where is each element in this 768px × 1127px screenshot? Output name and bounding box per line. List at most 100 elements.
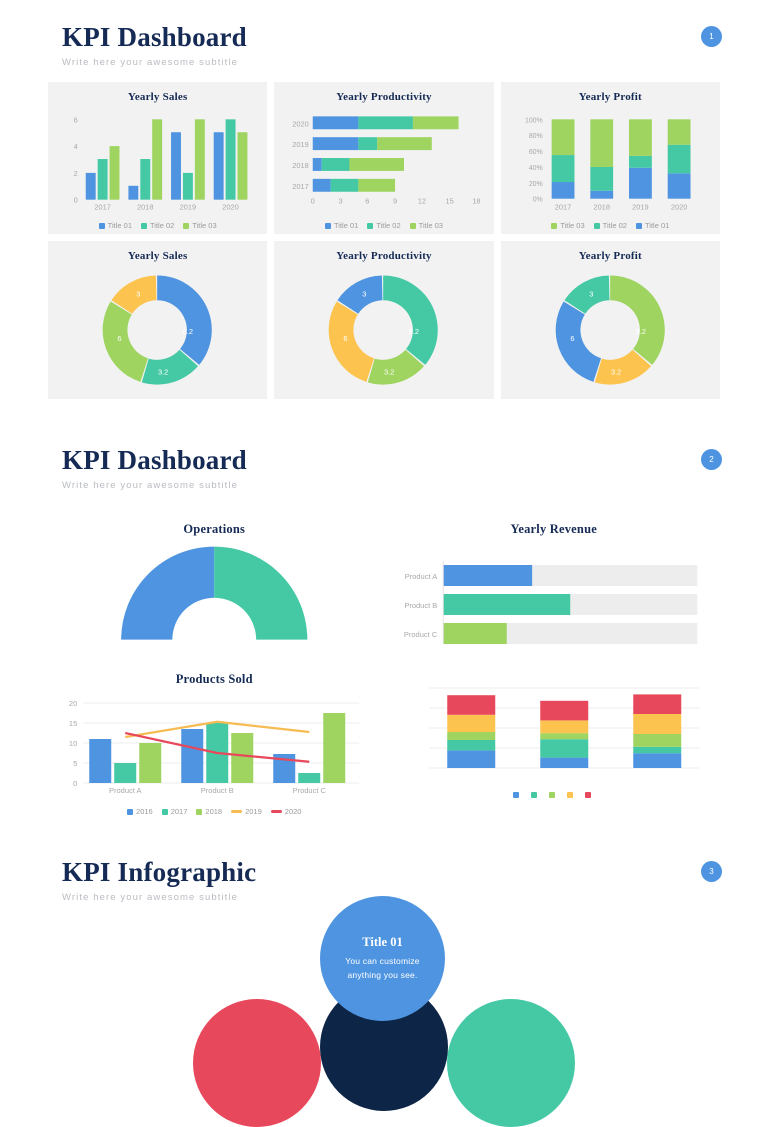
bar-segment bbox=[551, 155, 575, 183]
bar-segment bbox=[446, 750, 495, 769]
x-tick: 18 bbox=[473, 197, 481, 206]
chart-legend: Title 01 Title 02 Title 03 bbox=[56, 221, 259, 230]
legend-item[interactable] bbox=[549, 792, 558, 799]
panel-yearly-sales-bar: Yearly Sales 6 4 2 0 bbox=[48, 82, 268, 235]
page-subtitle: Write here your awesome subtitle bbox=[62, 892, 239, 904]
bar-segment bbox=[632, 714, 681, 735]
bar-segment bbox=[539, 739, 588, 758]
bar bbox=[298, 773, 321, 784]
yearly-sales-donut-chart: 8.2 3.2 6 3 bbox=[102, 275, 212, 385]
chart-legend bbox=[396, 792, 713, 799]
bar-segment bbox=[539, 757, 588, 769]
bar-segment bbox=[313, 116, 359, 130]
legend-label: Title 02 bbox=[602, 221, 627, 231]
legend-item[interactable]: 2016 bbox=[127, 807, 153, 816]
bar-segment bbox=[446, 714, 495, 733]
bar bbox=[442, 565, 532, 587]
y-tick: 60% bbox=[528, 149, 542, 156]
slice-label: 6 bbox=[117, 334, 121, 343]
legend-item[interactable]: 2017 bbox=[161, 807, 187, 816]
legend-item[interactable]: Title 02 bbox=[593, 221, 627, 231]
yearly-profit-bar-chart: 100% 80% 60% 40% 20% 0% bbox=[525, 117, 691, 212]
bar-segment bbox=[632, 753, 681, 769]
yearly-sales-bar-chart: 6 4 2 0 2017 201 bbox=[74, 115, 248, 212]
legend-item[interactable]: Title 01 bbox=[98, 221, 132, 230]
y-tick: Product B bbox=[404, 601, 437, 610]
legend-item[interactable]: Title 02 bbox=[141, 221, 174, 230]
legend-swatch-icon bbox=[141, 222, 147, 229]
legend-item[interactable]: Title 03 bbox=[183, 221, 217, 230]
donut-slice bbox=[368, 349, 425, 385]
legend-swatch-icon bbox=[513, 792, 520, 799]
legend-item[interactable]: 2020 bbox=[270, 807, 301, 816]
bar-segment bbox=[667, 173, 691, 199]
legend-item[interactable]: 2019 bbox=[231, 807, 262, 816]
bar-segment bbox=[358, 137, 378, 151]
panel-yearly-productivity-donut: Yearly Productivity 8.2 3.2 6 3 bbox=[274, 241, 494, 400]
bar-segment bbox=[628, 119, 652, 156]
bar bbox=[97, 159, 108, 200]
products-sold-chart bbox=[428, 687, 699, 769]
legend-item[interactable] bbox=[567, 792, 576, 799]
legend-item[interactable]: Title 02 bbox=[367, 221, 401, 231]
donut-slice bbox=[102, 301, 149, 382]
bar-segment bbox=[551, 119, 575, 156]
donut-slice bbox=[141, 349, 199, 385]
page-badge-1[interactable]: 1 bbox=[701, 26, 722, 47]
charts-row-gauge-adverts: Operations Yearly Revenue Product A Prod… bbox=[0, 513, 768, 645]
page-title: KPI Dashboard bbox=[62, 22, 247, 52]
legend-item[interactable] bbox=[513, 792, 522, 799]
x-tick: 2020 bbox=[670, 203, 687, 212]
y-tick: 0% bbox=[532, 197, 542, 204]
section-header: KPI Dashboard Write here your awesome su… bbox=[0, 22, 768, 68]
section-infographic: KPI Infographic Write here your awesome … bbox=[0, 813, 768, 1127]
legend-swatch-icon bbox=[196, 808, 203, 815]
legend-label: 2019 bbox=[245, 807, 262, 817]
legend-item[interactable]: Title 03 bbox=[551, 221, 585, 230]
donut-slice bbox=[555, 301, 601, 382]
slice-label: 8.2 bbox=[183, 327, 193, 336]
bar-segment bbox=[377, 137, 433, 151]
page-badge-2[interactable]: 2 bbox=[701, 449, 722, 471]
bar bbox=[273, 754, 296, 784]
bar bbox=[213, 132, 224, 200]
y-tick: 20% bbox=[528, 181, 542, 188]
bar-segment bbox=[349, 158, 405, 171]
section-header: KPI Dashboard Write here your awesome su… bbox=[0, 445, 768, 491]
bar bbox=[171, 132, 181, 200]
y-tick: 100% bbox=[525, 117, 543, 124]
bar bbox=[323, 713, 346, 784]
bar-segment bbox=[358, 178, 396, 192]
chart-title: Yearly Profit bbox=[578, 250, 642, 263]
line-series bbox=[125, 720, 310, 739]
panel-yearly-sales-donut: Yearly Sales 8.2 3.2 6 3 bbox=[48, 241, 268, 400]
y-tick: 2018 bbox=[293, 161, 310, 170]
legend-swatch-icon bbox=[325, 222, 331, 229]
legend-item[interactable] bbox=[585, 792, 594, 799]
circle-red[interactable] bbox=[193, 999, 321, 1127]
legend-item[interactable]: Title 01 bbox=[325, 221, 358, 230]
circle-teal[interactable] bbox=[447, 999, 575, 1127]
slice-label: 8.2 bbox=[409, 327, 419, 336]
legend-item[interactable] bbox=[531, 792, 540, 799]
bar-segment bbox=[446, 732, 495, 741]
chart-title: Products Sold bbox=[175, 672, 253, 687]
circle-title-01[interactable]: Title 01 You can customize anything you … bbox=[320, 896, 445, 1022]
circle-text-line2: anything you see. bbox=[347, 969, 418, 980]
page-badge-3[interactable]: 3 bbox=[701, 861, 722, 883]
yearly-productivity-bar-chart: 2020 2019 2018 2017 bbox=[293, 116, 481, 206]
legend-swatch-icon bbox=[551, 222, 558, 229]
bar bbox=[442, 594, 570, 616]
legend-item[interactable]: Title 03 bbox=[409, 221, 443, 231]
page-title: KPI Dashboard bbox=[62, 445, 247, 476]
slice-label: 3 bbox=[136, 289, 140, 298]
legend-item[interactable]: Title 01 bbox=[635, 221, 669, 230]
legend-label: Title 03 bbox=[418, 221, 443, 231]
chart-legend: Title 03 Title 02 Title 01 bbox=[509, 221, 712, 230]
legend-item[interactable]: 2018 bbox=[196, 807, 222, 816]
x-tick: 0 bbox=[311, 197, 315, 206]
y-tick: 2019 bbox=[293, 140, 310, 149]
legend-label: Title 02 bbox=[376, 221, 401, 231]
gauge-slice bbox=[121, 546, 215, 640]
bar-segment bbox=[632, 734, 681, 747]
